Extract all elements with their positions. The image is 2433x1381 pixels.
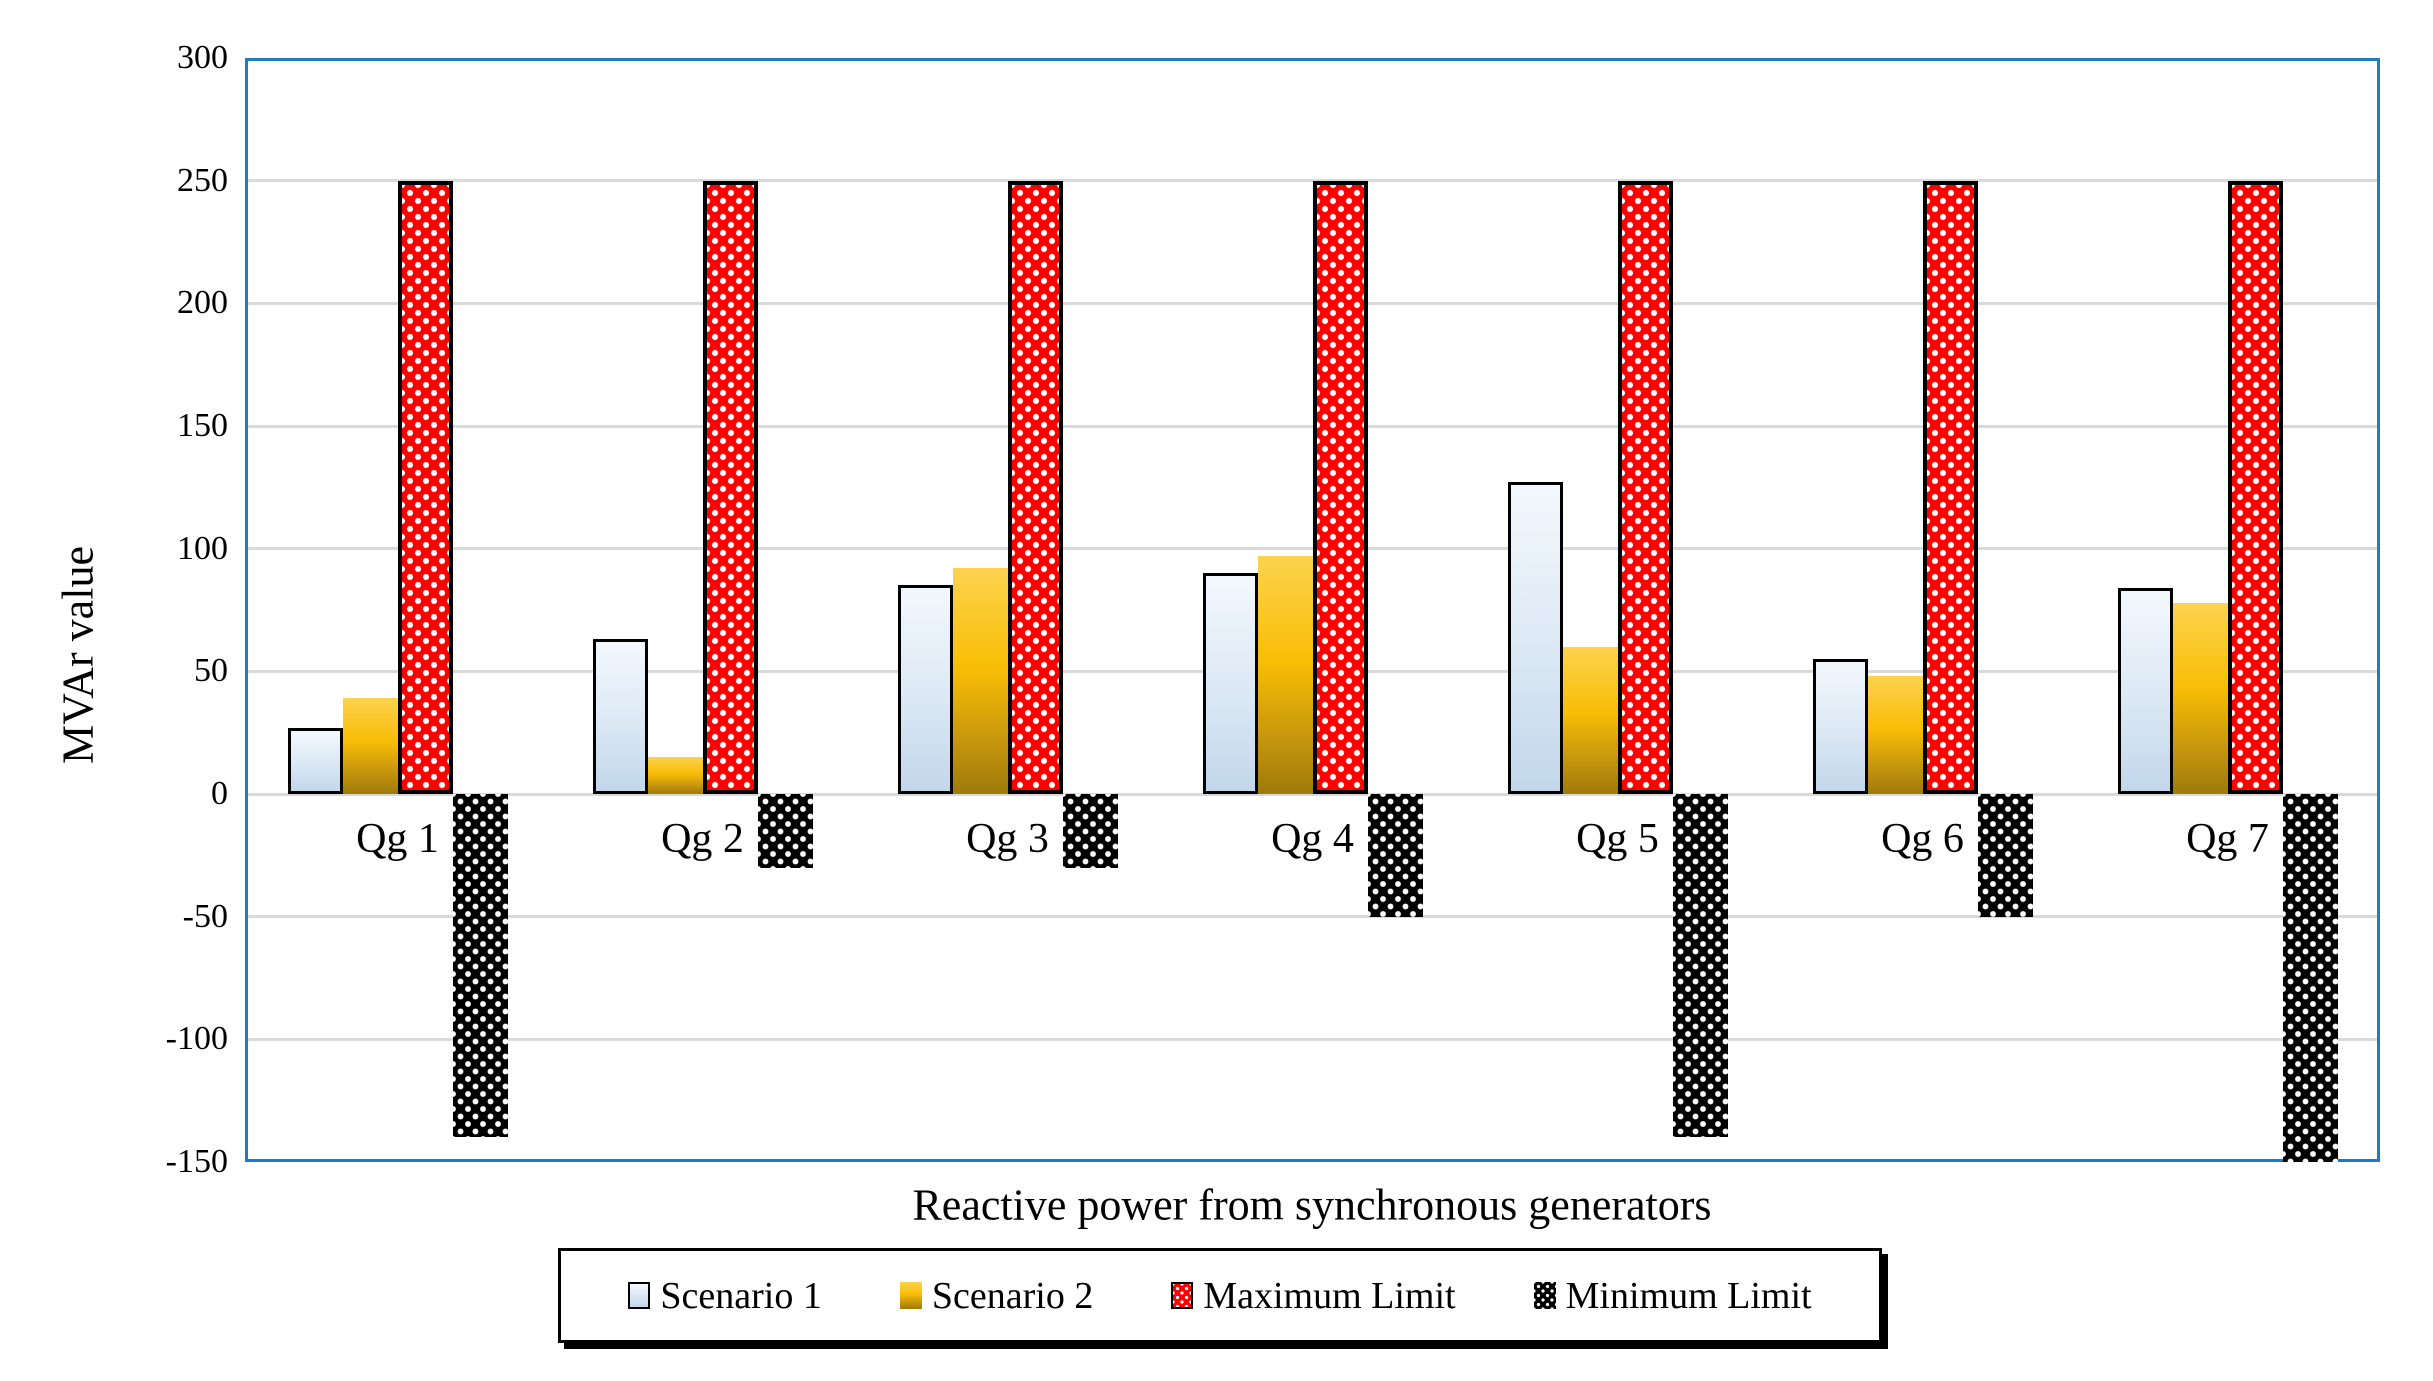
legend-item-scenario-1: Scenario 1 bbox=[628, 1274, 822, 1317]
y-tick-label: -50 bbox=[182, 897, 228, 935]
bar-maximum-limit-qg-1 bbox=[397, 180, 453, 794]
y-tick-label: 0 bbox=[211, 775, 228, 812]
bar-minimum-limit-qg-3 bbox=[1062, 794, 1118, 868]
legend-label-minimum-limit: Minimum Limit bbox=[1565, 1274, 1812, 1317]
y-tick-label: 300 bbox=[177, 39, 228, 76]
bar-scenario-2-qg-4 bbox=[1257, 556, 1313, 794]
bar-minimum-limit-qg-2 bbox=[757, 794, 813, 868]
bar-scenario-1-qg-4 bbox=[1202, 573, 1258, 794]
bar-maximum-limit-qg-5 bbox=[1617, 180, 1673, 794]
y-tick-label: -150 bbox=[165, 1143, 228, 1180]
bar-maximum-limit-qg-6 bbox=[1922, 180, 1978, 794]
legend-swatch-scenario-1-icon bbox=[628, 1282, 651, 1309]
bar-scenario-1-qg-1 bbox=[287, 727, 343, 794]
x-category-label: Qg 3 bbox=[966, 816, 1049, 862]
legend-label-scenario-2: Scenario 2 bbox=[931, 1274, 1094, 1317]
bar-scenario-2-qg-6 bbox=[1867, 676, 1923, 794]
legend-item-scenario-2: Scenario 2 bbox=[899, 1274, 1094, 1317]
bar-scenario-2-qg-2 bbox=[647, 757, 703, 794]
y-tick-label: -100 bbox=[165, 1020, 228, 1058]
x-category-label: Qg 6 bbox=[1881, 816, 1964, 862]
y-tick-label: 200 bbox=[177, 284, 228, 322]
legend-item-maximum-limit: Maximum Limit bbox=[1171, 1274, 1456, 1317]
bar-minimum-limit-qg-6 bbox=[1977, 794, 2033, 917]
x-category-label: Qg 4 bbox=[1271, 816, 1354, 862]
y-tick-label: 100 bbox=[177, 529, 228, 567]
bar-scenario-2-qg-7 bbox=[2172, 602, 2228, 794]
bar-scenario-1-qg-7 bbox=[2117, 587, 2173, 794]
gridline bbox=[245, 915, 2380, 919]
bar-scenario-1-qg-2 bbox=[592, 639, 648, 794]
bar-scenario-1-qg-3 bbox=[897, 585, 953, 794]
legend: Scenario 1 Scenario 2 Maximum Limit Mini… bbox=[558, 1248, 1882, 1343]
bar-scenario-1-qg-5 bbox=[1507, 482, 1563, 794]
bar-scenario-2-qg-3 bbox=[952, 568, 1008, 794]
bar-minimum-limit-qg-7 bbox=[2282, 794, 2338, 1162]
bar-minimum-limit-qg-4 bbox=[1367, 794, 1423, 917]
bar-scenario-1-qg-6 bbox=[1812, 659, 1868, 794]
y-tick-label: 150 bbox=[177, 407, 228, 444]
y-tick-label: 50 bbox=[194, 652, 228, 690]
legend-swatch-scenario-2-icon bbox=[899, 1282, 922, 1309]
x-axis-title: Reactive power from synchronous generato… bbox=[912, 1180, 1712, 1230]
bar-minimum-limit-qg-5 bbox=[1672, 794, 1728, 1138]
x-category-label: Qg 7 bbox=[2186, 816, 2269, 862]
legend-item-minimum-limit: Minimum Limit bbox=[1533, 1274, 1812, 1317]
gridline bbox=[245, 1037, 2380, 1041]
bar-minimum-limit-qg-1 bbox=[452, 794, 508, 1138]
x-category-label: Qg 2 bbox=[661, 816, 744, 862]
legend-swatch-maximum-limit-icon bbox=[1171, 1282, 1194, 1309]
y-tick-label: 250 bbox=[177, 161, 228, 199]
legend-label-maximum-limit: Maximum Limit bbox=[1203, 1274, 1456, 1317]
x-category-label: Qg 1 bbox=[356, 816, 439, 862]
gridline bbox=[245, 792, 2380, 796]
bar-scenario-2-qg-1 bbox=[342, 698, 398, 794]
legend-swatch-minimum-limit-icon bbox=[1533, 1282, 1556, 1309]
x-category-label: Qg 5 bbox=[1576, 816, 1659, 862]
bar-scenario-2-qg-5 bbox=[1562, 646, 1618, 794]
bar-maximum-limit-qg-2 bbox=[702, 180, 758, 794]
legend-label-scenario-1: Scenario 1 bbox=[660, 1274, 822, 1317]
bar-maximum-limit-qg-3 bbox=[1007, 180, 1063, 794]
bar-maximum-limit-qg-7 bbox=[2227, 180, 2283, 794]
bar-maximum-limit-qg-4 bbox=[1312, 180, 1368, 794]
